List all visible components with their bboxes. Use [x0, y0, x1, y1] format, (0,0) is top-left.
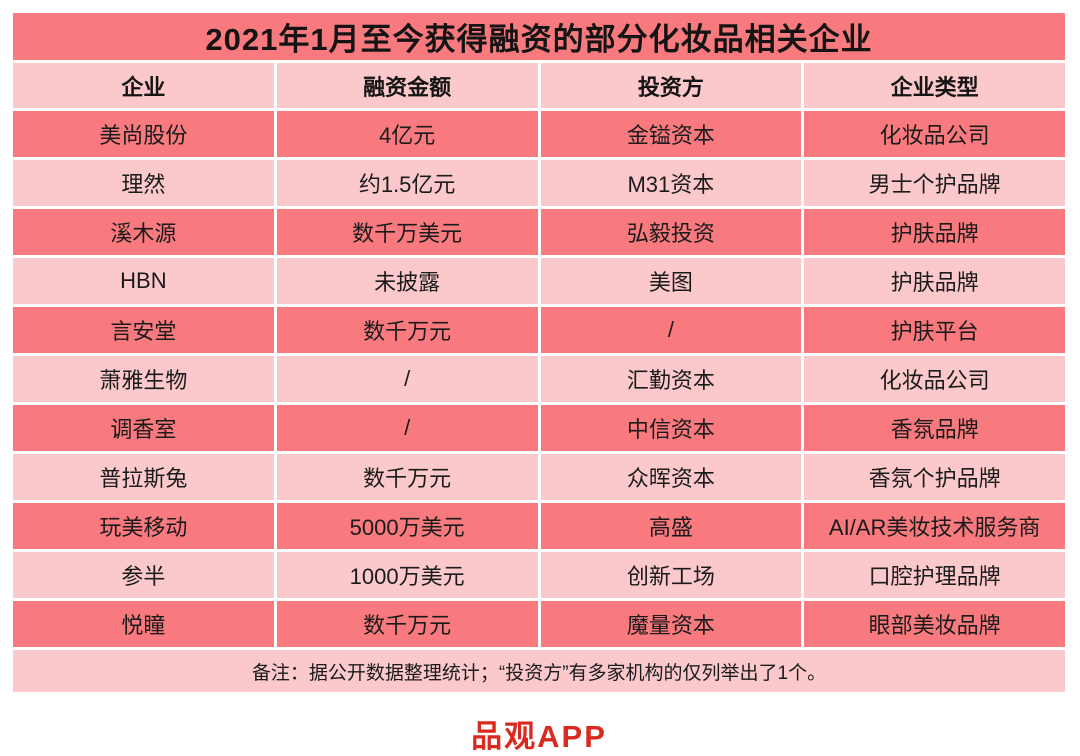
- cell-investor: 弘毅投资: [540, 209, 802, 255]
- table-header-row: 企业 融资金额 投资方 企业类型: [13, 63, 1065, 108]
- cell-type: 化妆品公司: [804, 111, 1065, 157]
- cell-type: 香氛品牌: [804, 405, 1065, 451]
- cell-amount: /: [276, 356, 538, 402]
- cell-amount: /: [276, 405, 538, 451]
- brand-logo-text: 品观APP: [471, 719, 607, 754]
- cell-amount: 1000万美元: [276, 552, 538, 598]
- cell-type: AI/AR美妆技术服务商: [804, 503, 1065, 549]
- cell-investor: 众晖资本: [540, 454, 802, 500]
- column-header-investor: 投资方: [540, 63, 802, 108]
- table-row: 调香室 / 中信资本 香氛品牌: [13, 405, 1065, 451]
- table-row: 普拉斯兔 数千万元 众晖资本 香氛个护品牌: [13, 454, 1065, 500]
- cell-investor: M31资本: [540, 160, 802, 206]
- table-row: 悦瞳 数千万元 魔量资本 眼部美妆品牌: [13, 601, 1065, 647]
- note-text: 备注：据公开数据整理统计；“投资方”有多家机构的仅列举出了1个。: [13, 650, 1065, 692]
- table-note-row: 备注：据公开数据整理统计；“投资方”有多家机构的仅列举出了1个。: [13, 650, 1065, 692]
- funding-table: 2021年1月至今获得融资的部分化妆品相关企业 企业 融资金额 投资方 企业类型…: [10, 10, 1068, 695]
- cell-type: 香氛个护品牌: [804, 454, 1065, 500]
- cell-investor: 创新工场: [540, 552, 802, 598]
- cell-amount: 约1.5亿元: [276, 160, 538, 206]
- cell-amount: 5000万美元: [276, 503, 538, 549]
- table-title-row: 2021年1月至今获得融资的部分化妆品相关企业: [13, 13, 1065, 60]
- cell-company: 理然: [13, 160, 274, 206]
- cell-company: HBN: [13, 258, 274, 304]
- cell-company: 调香室: [13, 405, 274, 451]
- cell-type: 护肤平台: [804, 307, 1065, 353]
- cell-amount: 数千万元: [276, 601, 538, 647]
- cell-type: 男士个护品牌: [804, 160, 1065, 206]
- cell-investor: /: [540, 307, 802, 353]
- cell-investor: 中信资本: [540, 405, 802, 451]
- column-header-amount: 融资金额: [276, 63, 538, 108]
- table-row: 溪木源 数千万美元 弘毅投资 护肤品牌: [13, 209, 1065, 255]
- cell-investor: 汇勤资本: [540, 356, 802, 402]
- cell-company: 普拉斯兔: [13, 454, 274, 500]
- infographic-page: 2021年1月至今获得融资的部分化妆品相关企业 企业 融资金额 投资方 企业类型…: [10, 10, 1068, 754]
- cell-company: 玩美移动: [13, 503, 274, 549]
- cell-amount: 4亿元: [276, 111, 538, 157]
- cell-company: 萧雅生物: [13, 356, 274, 402]
- cell-type: 护肤品牌: [804, 209, 1065, 255]
- cell-type: 眼部美妆品牌: [804, 601, 1065, 647]
- cell-investor: 美图: [540, 258, 802, 304]
- cell-investor: 金镒资本: [540, 111, 802, 157]
- table-row: 理然 约1.5亿元 M31资本 男士个护品牌: [13, 160, 1065, 206]
- cell-amount: 数千万元: [276, 454, 538, 500]
- cell-company: 言安堂: [13, 307, 274, 353]
- page-title: 2021年1月至今获得融资的部分化妆品相关企业: [13, 13, 1065, 60]
- cell-company: 参半: [13, 552, 274, 598]
- column-header-company: 企业: [13, 63, 274, 108]
- column-header-type: 企业类型: [804, 63, 1065, 108]
- cell-investor: 高盛: [540, 503, 802, 549]
- cell-type: 护肤品牌: [804, 258, 1065, 304]
- table-row: 玩美移动 5000万美元 高盛 AI/AR美妆技术服务商: [13, 503, 1065, 549]
- cell-amount: 数千万元: [276, 307, 538, 353]
- table-row: HBN 未披露 美图 护肤品牌: [13, 258, 1065, 304]
- cell-type: 口腔护理品牌: [804, 552, 1065, 598]
- cell-amount: 未披露: [276, 258, 538, 304]
- table-row: 萧雅生物 / 汇勤资本 化妆品公司: [13, 356, 1065, 402]
- table-row: 美尚股份 4亿元 金镒资本 化妆品公司: [13, 111, 1065, 157]
- cell-amount: 数千万美元: [276, 209, 538, 255]
- cell-company: 悦瞳: [13, 601, 274, 647]
- cell-company: 美尚股份: [13, 111, 274, 157]
- table-row: 参半 1000万美元 创新工场 口腔护理品牌: [13, 552, 1065, 598]
- cell-investor: 魔量资本: [540, 601, 802, 647]
- table-row: 言安堂 数千万元 / 护肤平台: [13, 307, 1065, 353]
- cell-type: 化妆品公司: [804, 356, 1065, 402]
- cell-company: 溪木源: [13, 209, 274, 255]
